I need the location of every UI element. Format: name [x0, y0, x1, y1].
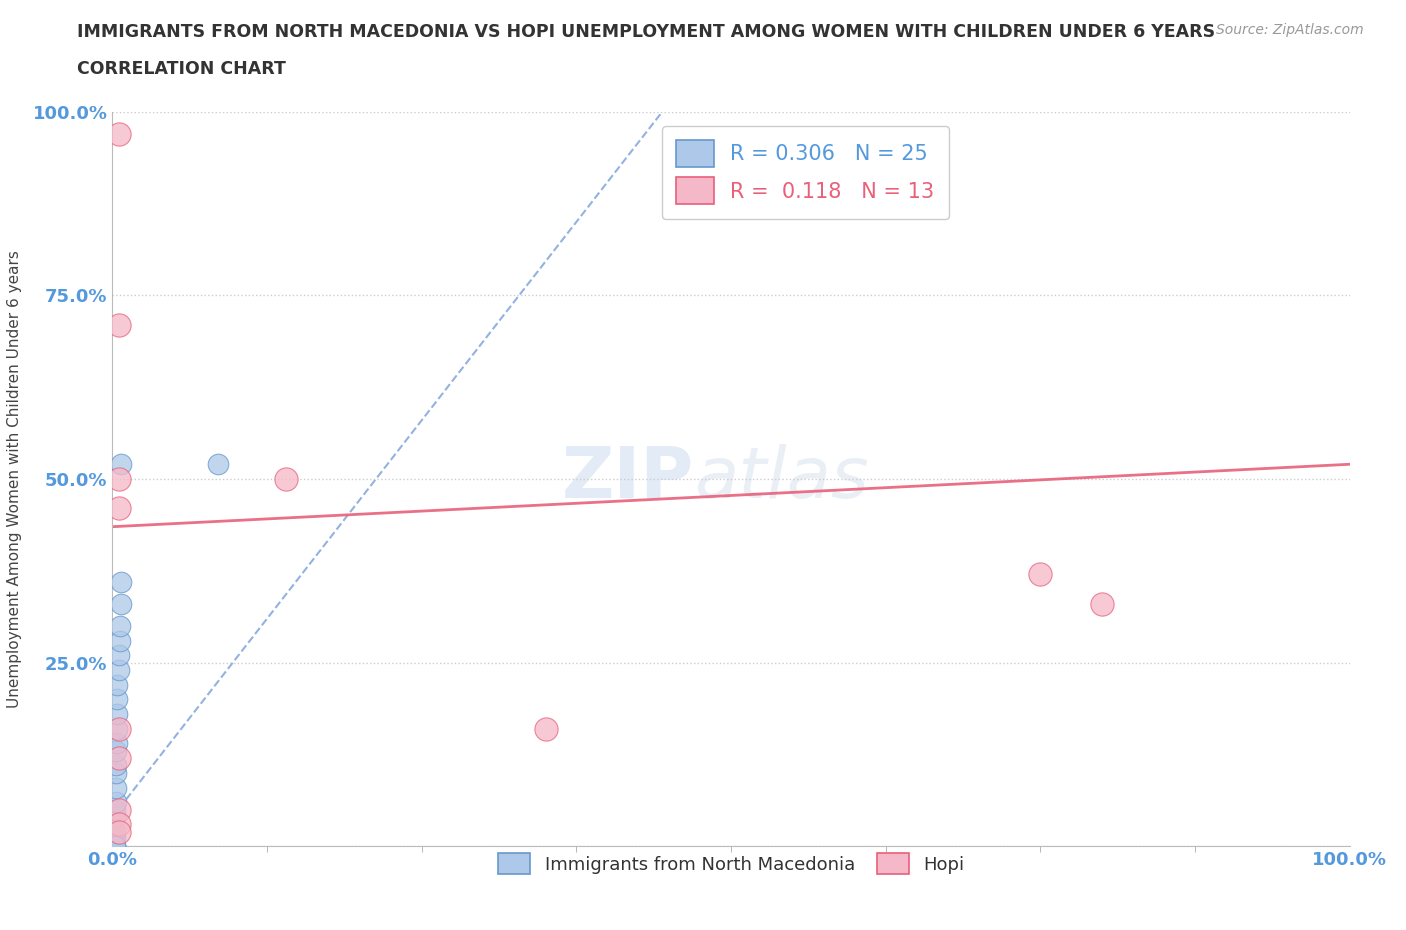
Point [105, 758, 128, 773]
Point [107, 677, 129, 692]
Point [104, 809, 127, 824]
Point [107, 802, 129, 817]
Point [1091, 596, 1114, 611]
Point [110, 457, 132, 472]
Point [108, 618, 131, 633]
Legend: Immigrants from North Macedonia, Hopi: Immigrants from North Macedonia, Hopi [491, 846, 972, 882]
Point [534, 722, 557, 737]
Point [107, 824, 129, 839]
Point [105, 780, 128, 795]
Point [107, 817, 129, 831]
Point [104, 839, 127, 854]
Point [107, 317, 129, 332]
Point [107, 722, 129, 737]
Point [105, 743, 128, 758]
Text: IMMIGRANTS FROM NORTH MACEDONIA VS HOPI UNEMPLOYMENT AMONG WOMEN WITH CHILDREN U: IMMIGRANTS FROM NORTH MACEDONIA VS HOPI … [77, 23, 1215, 41]
Point [107, 751, 129, 765]
Point [274, 472, 297, 486]
Point [107, 472, 129, 486]
Text: CORRELATION CHART: CORRELATION CHART [77, 60, 287, 78]
Point [107, 722, 129, 737]
Point [108, 633, 131, 648]
Point [107, 707, 129, 722]
Point [107, 126, 129, 141]
Point [105, 795, 128, 810]
Text: ZIP: ZIP [562, 445, 695, 513]
Point [104, 831, 127, 846]
Point [104, 839, 127, 854]
Point [107, 692, 129, 707]
Point [104, 839, 127, 854]
Point [1029, 567, 1052, 582]
Y-axis label: Unemployment Among Women with Children Under 6 years: Unemployment Among Women with Children U… [7, 250, 21, 708]
Point [104, 824, 127, 839]
Text: atlas: atlas [695, 445, 869, 513]
Text: Source: ZipAtlas.com: Source: ZipAtlas.com [1216, 23, 1364, 37]
Point [110, 596, 132, 611]
Point [107, 662, 129, 677]
Point [105, 765, 128, 780]
Point [110, 575, 132, 590]
Point [107, 736, 129, 751]
Point [207, 457, 229, 472]
Point [104, 802, 127, 817]
Point [107, 648, 129, 663]
Point [107, 501, 129, 516]
